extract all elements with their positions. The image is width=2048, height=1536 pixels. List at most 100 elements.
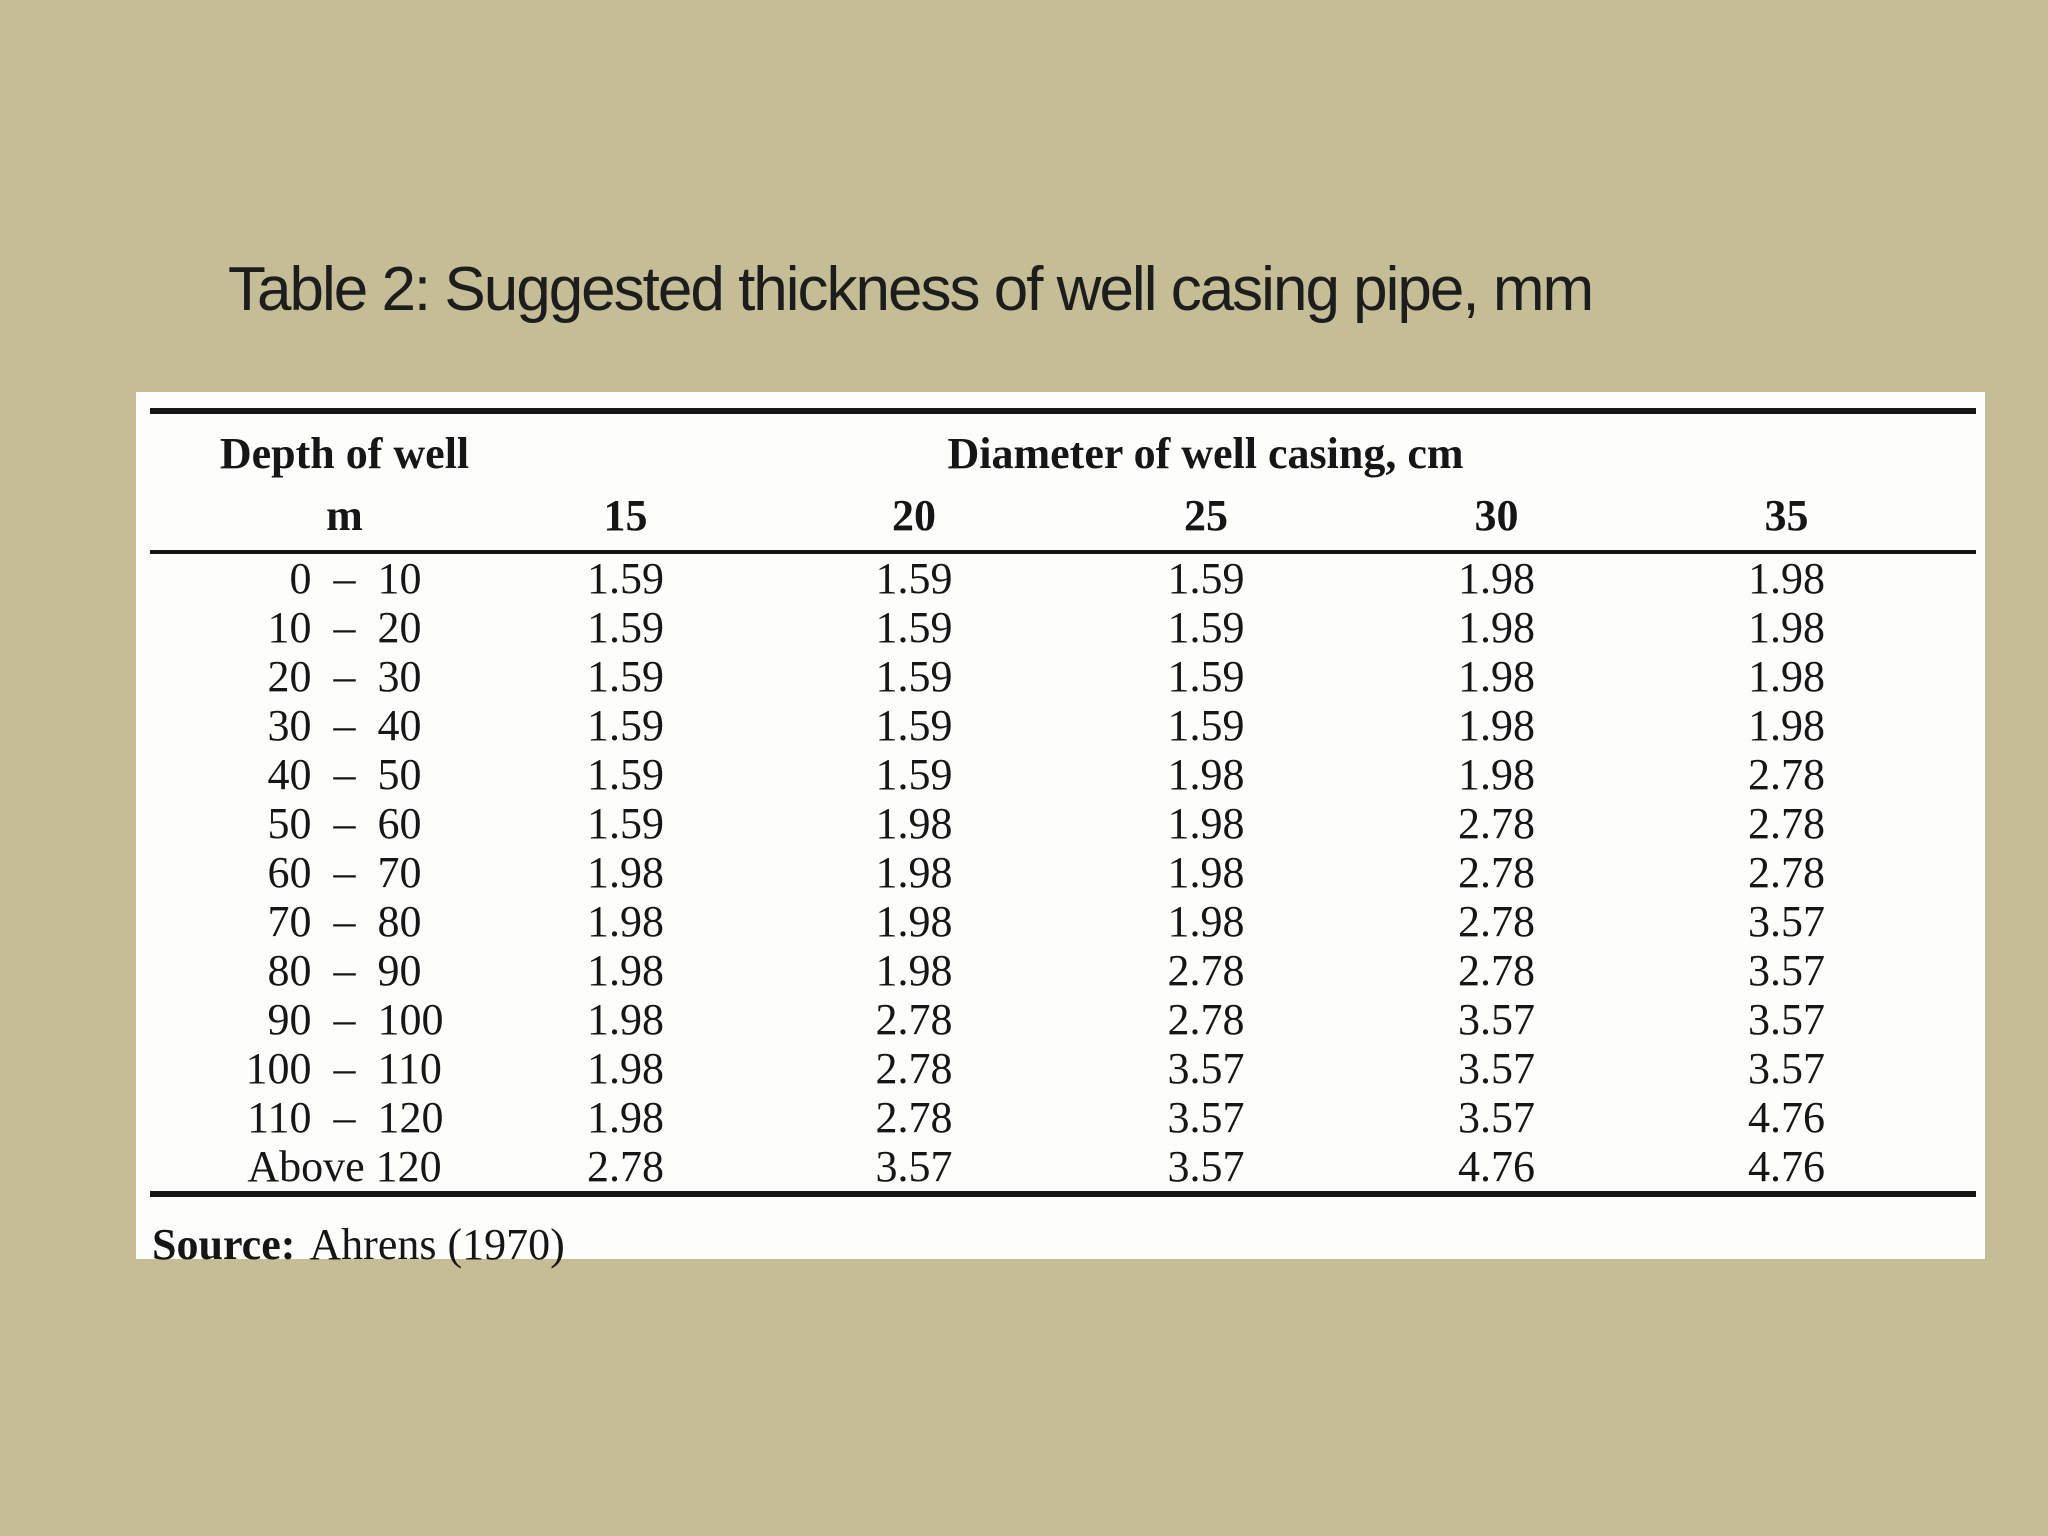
- range-dash: –: [333, 1044, 356, 1093]
- thickness-value: 1.59: [875, 701, 953, 750]
- depth-from: 40: [267, 750, 312, 799]
- depth-to: 40: [377, 701, 422, 750]
- depth-range-cell: 100–110: [150, 1044, 483, 1093]
- thickness-value: 4.76: [1352, 1142, 1641, 1197]
- depth-range-cell: 70–80: [150, 897, 483, 946]
- thickness-value: 1.98: [875, 848, 953, 897]
- depth-range-cell: 110–120: [150, 1093, 483, 1142]
- table-header: Depth of well Diameter of well casing, c…: [150, 411, 1977, 554]
- thickness-value: 1.98: [587, 946, 664, 995]
- depth-range-cell: Above 120: [150, 1142, 483, 1197]
- thickness-value: 1.59: [1167, 603, 1245, 652]
- thickness-value: 1.98: [1748, 701, 1826, 750]
- diameter-span-title: Diameter of well casing, cm: [947, 429, 1464, 478]
- thickness-value: 2.78: [875, 1093, 953, 1142]
- depth-column-title: Depth of well: [219, 429, 470, 478]
- thickness-value: 1.98: [1167, 897, 1245, 946]
- thickness-value: 3.57: [1748, 995, 1826, 1044]
- depth-from: 50: [267, 799, 312, 848]
- depth-unit-label: m: [326, 491, 363, 540]
- depth-range-cell: 20–30: [150, 652, 483, 701]
- thickness-value: 2.78: [1748, 799, 1826, 848]
- range-dash: –: [333, 946, 356, 995]
- thickness-value: 1.59: [875, 750, 953, 799]
- source-label: Source:: [152, 1220, 296, 1269]
- thickness-value: 1.59: [587, 799, 664, 848]
- thickness-value: 1.59: [587, 603, 664, 652]
- thickness-value: 2.78: [1748, 848, 1826, 897]
- table-header-row-1: Depth of well Diameter of well casing, c…: [150, 411, 1976, 484]
- table-row: 110–120 1.98 2.78 3.57 3.57 4.76: [150, 1093, 1976, 1142]
- source-line: Source: Ahrens (1970): [152, 1219, 1985, 1271]
- table-row: 90–100 1.98 2.78 2.78 3.57 3.57: [150, 995, 1976, 1044]
- depth-range-cell: 30–40: [150, 701, 483, 750]
- depth-from: 90: [267, 995, 312, 1044]
- thickness-value: 1.98: [875, 946, 953, 995]
- depth-to: 30: [377, 652, 422, 701]
- thickness-value: 1.59: [875, 554, 953, 603]
- thickness-value: 3.57: [1748, 1044, 1826, 1093]
- depth-to: 20: [377, 603, 422, 652]
- depth-to: 80: [377, 897, 422, 946]
- table-row: 80–90 1.98 1.98 2.78 2.78 3.57: [150, 946, 1976, 995]
- thickness-value: 4.76: [1641, 1142, 1977, 1197]
- thickness-value: 1.98: [875, 799, 953, 848]
- thickness-value: 1.98: [1458, 701, 1535, 750]
- column-header-diameter-15: 15: [483, 484, 768, 554]
- thickness-value: 1.98: [1458, 750, 1535, 799]
- column-header-diameter-35: 35: [1641, 484, 1977, 554]
- range-dash: –: [333, 603, 356, 652]
- depth-range-cell: 90–100: [150, 995, 483, 1044]
- thickness-value: 1.98: [1458, 603, 1535, 652]
- depth-from: 100: [245, 1044, 312, 1093]
- thickness-value: 3.57: [1748, 946, 1826, 995]
- depth-from: 80: [267, 946, 312, 995]
- depth-from: 60: [267, 848, 312, 897]
- range-dash: –: [333, 652, 356, 701]
- depth-to: 10: [377, 554, 422, 603]
- thickness-value: 1.59: [587, 701, 664, 750]
- thickness-value: 2.78: [875, 1044, 953, 1093]
- thickness-value: 1.98: [1748, 603, 1826, 652]
- thickness-value: 2.78: [1748, 750, 1826, 799]
- thickness-value: 1.59: [875, 652, 953, 701]
- thickness-value: 3.57: [1458, 995, 1535, 1044]
- thickness-value: 2.78: [1458, 848, 1535, 897]
- thickness-value: 2.78: [875, 995, 953, 1044]
- thickness-value: 1.98: [587, 1093, 664, 1142]
- range-dash: –: [333, 799, 356, 848]
- thickness-value: 2.78: [1167, 995, 1245, 1044]
- range-dash: –: [333, 848, 356, 897]
- thickness-value: 1.59: [587, 554, 664, 603]
- depth-range-cell: 40–50: [150, 750, 483, 799]
- thickness-value: 1.98: [1167, 848, 1245, 897]
- thickness-value: 1.98: [587, 897, 664, 946]
- thickness-value: 3.57: [1167, 1044, 1245, 1093]
- table-row: 40–50 1.59 1.59 1.98 1.98 2.78: [150, 750, 1976, 799]
- depth-from: 0: [289, 554, 312, 603]
- depth-from: 20: [267, 652, 312, 701]
- depth-to: 100: [377, 995, 444, 1044]
- thickness-value: 1.98: [587, 1044, 664, 1093]
- range-dash: –: [333, 750, 356, 799]
- thickness-value: 1.59: [1167, 652, 1245, 701]
- depth-from: 110: [247, 1093, 312, 1142]
- thickness-value: 2.78: [1458, 946, 1535, 995]
- column-header-diameter-20: 20: [768, 484, 1060, 554]
- depth-unit-header: m: [150, 484, 483, 554]
- table-row: 60–70 1.98 1.98 1.98 2.78 2.78: [150, 848, 1976, 897]
- source-text: Ahrens (1970): [309, 1220, 565, 1269]
- column-header-diameter-25: 25: [1060, 484, 1352, 554]
- thickness-value: 1.98: [1748, 652, 1826, 701]
- depth-from: 30: [267, 701, 312, 750]
- depth-range-cell: 10–20: [150, 603, 483, 652]
- thickness-value: 1.59: [875, 603, 953, 652]
- thickness-value: 1.59: [1167, 554, 1245, 603]
- range-dash: –: [333, 995, 356, 1044]
- table-row: Above 120 2.78 3.57 3.57 4.76 4.76: [150, 1142, 1977, 1197]
- thickness-value: 1.98: [587, 995, 664, 1044]
- thickness-value: 1.98: [1167, 750, 1245, 799]
- thickness-value: 1.98: [875, 897, 953, 946]
- depth-to: 120: [377, 1093, 444, 1142]
- thickness-value: 2.78: [483, 1142, 768, 1197]
